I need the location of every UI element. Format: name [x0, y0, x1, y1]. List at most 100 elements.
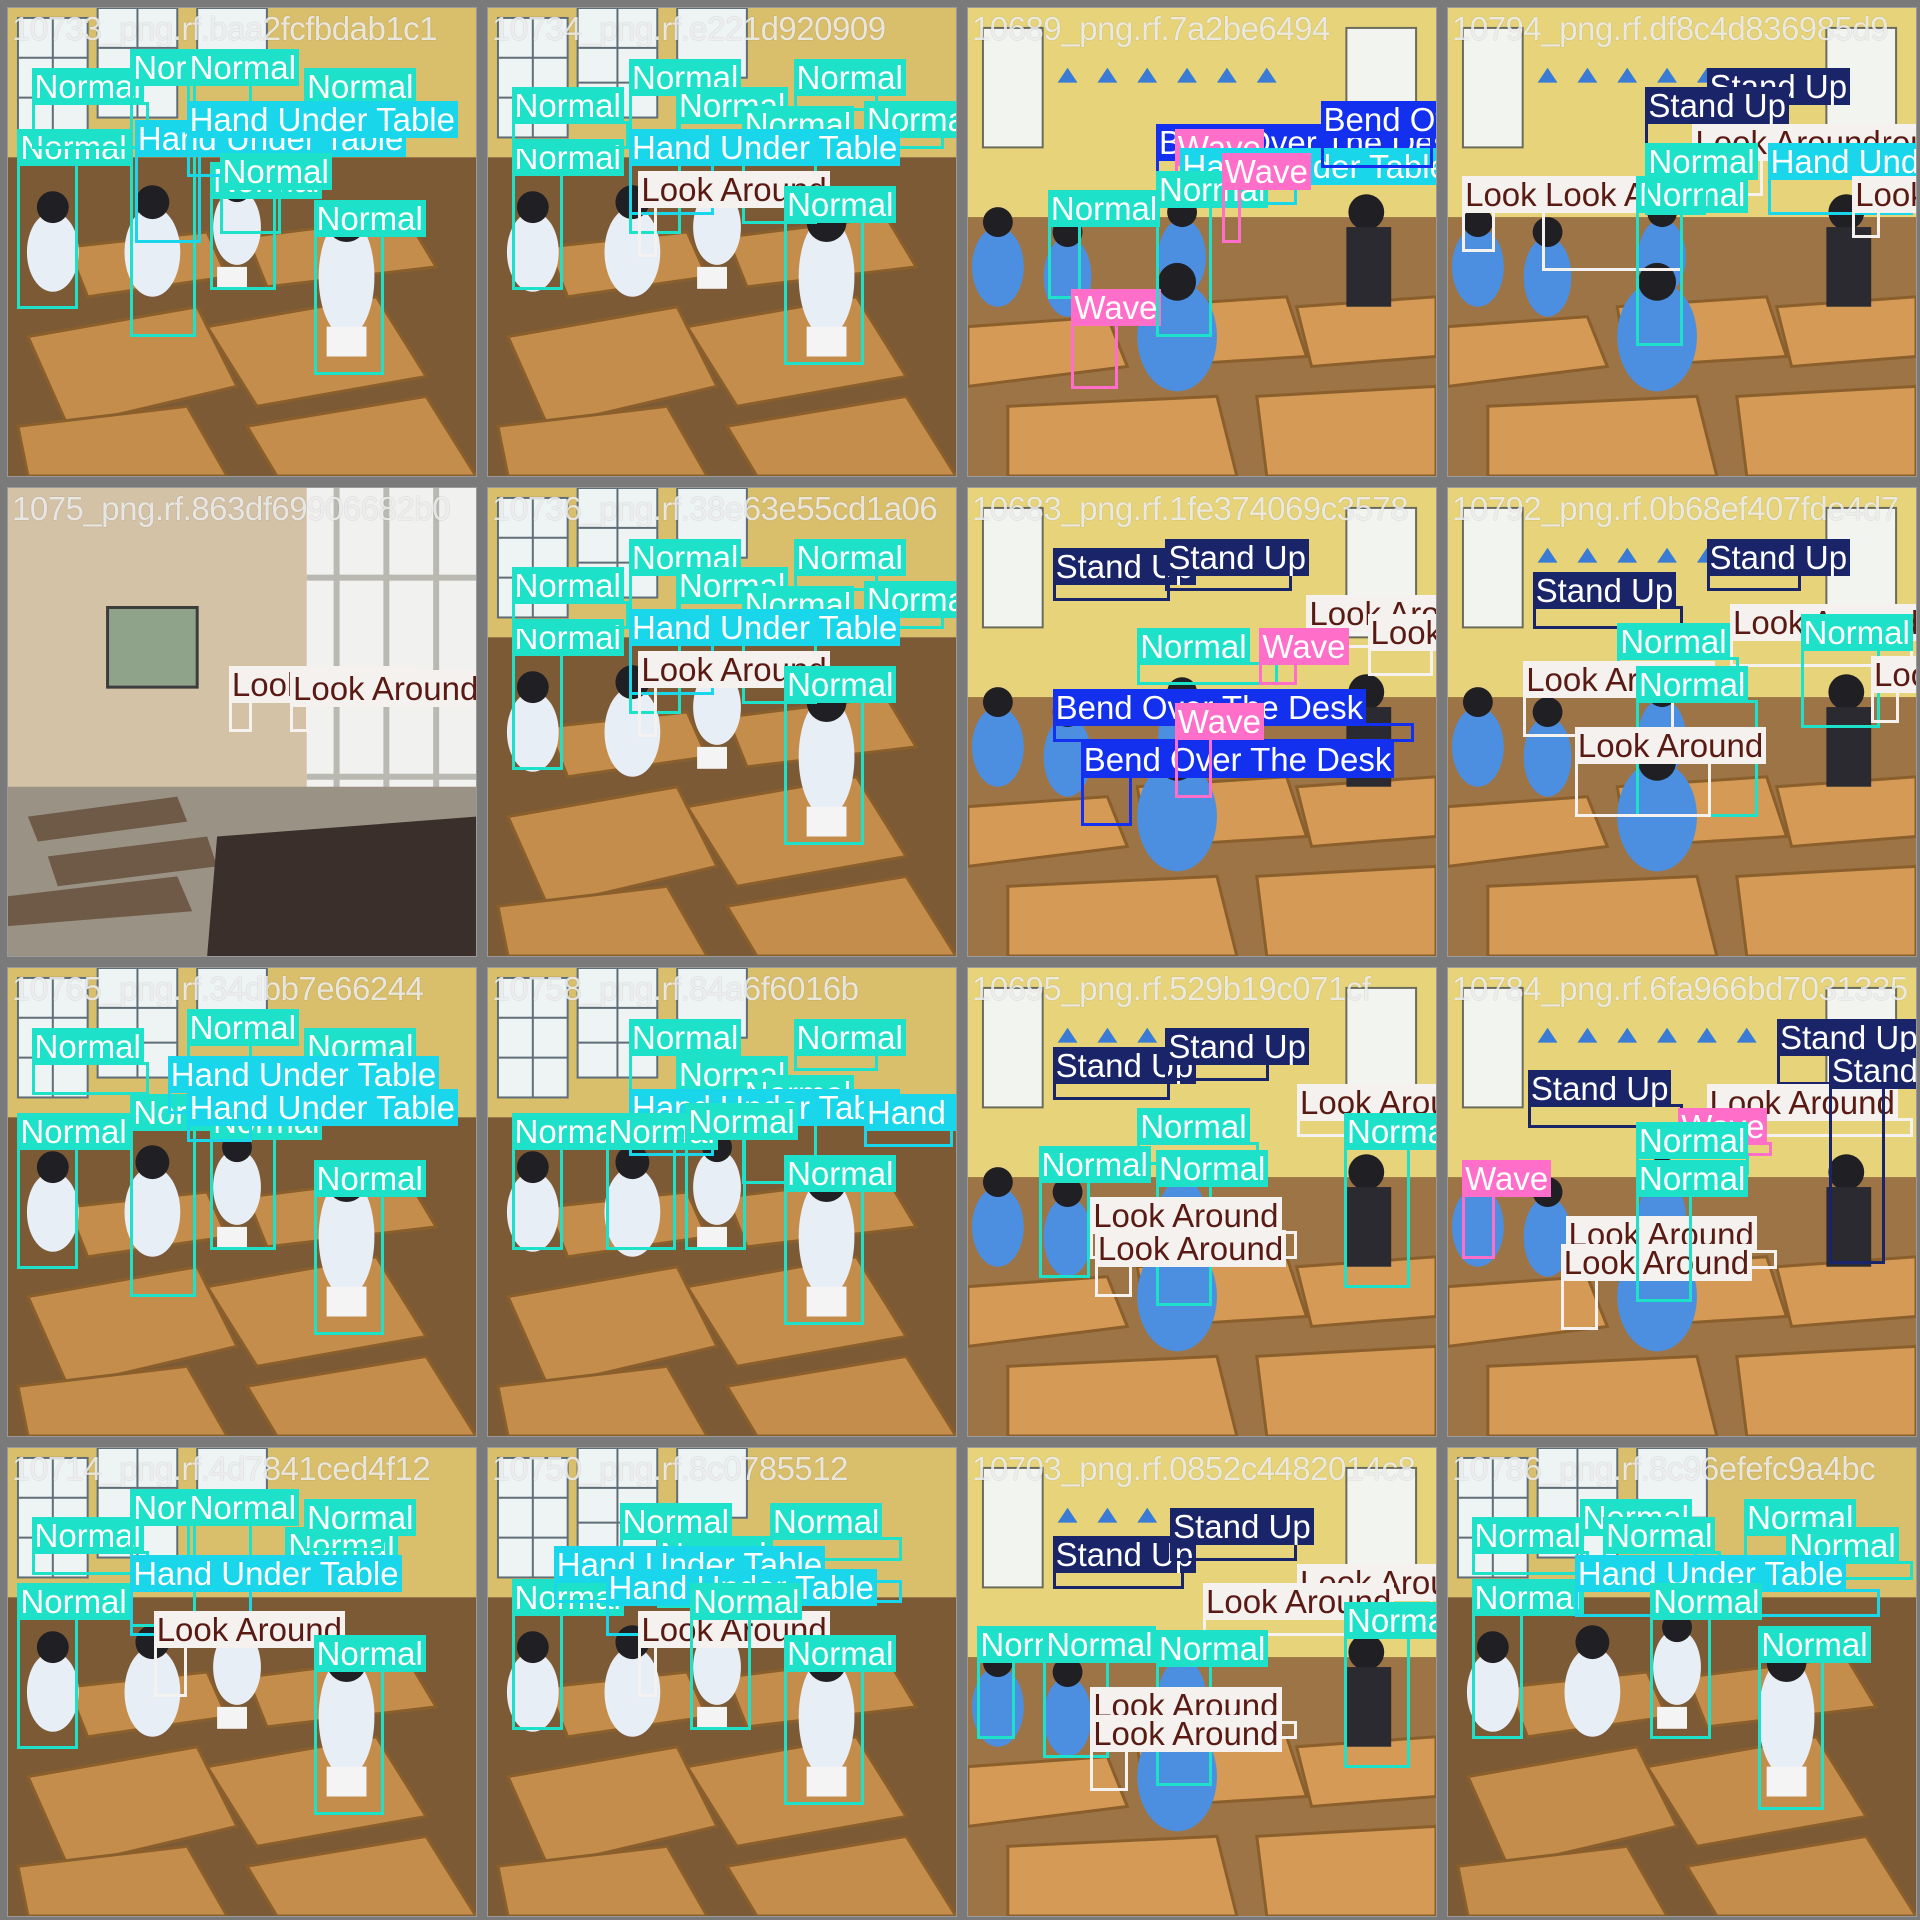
detection-box: Look Around [638, 651, 830, 738]
detection-box: Wave [1071, 288, 1161, 389]
detection-box: Hand Under Table [864, 1093, 956, 1147]
detection-box: Look Around [290, 670, 476, 733]
detection-label: Normal [685, 1103, 798, 1141]
detection-box: Look Around [1852, 176, 1916, 239]
detection-label: Look Around [638, 171, 830, 209]
tile-9: NormalNormalNormalNormalNormalNormalHand… [7, 967, 477, 1437]
detection-box: Normal [186, 1489, 299, 1571]
tile-2: Normal Normal Normal Normal Normal Normal Norm… [487, 7, 957, 477]
tile-filename: 10734_png.rf.e221d920909 [492, 10, 886, 47]
detection-box: Normal [511, 566, 629, 629]
detection-box: Normal [511, 138, 624, 290]
detection-label: Bend Over The Desk [1320, 100, 1436, 138]
detection-label: Normal [186, 1489, 299, 1527]
detection-box: Normal [784, 185, 897, 366]
detection-box: Normal [31, 68, 149, 149]
detection-label: Hand Under Table [186, 1089, 458, 1127]
detection-label: Normal [31, 68, 144, 105]
detection-box: Normal [977, 1625, 1090, 1740]
detection-box: Normal [784, 1634, 897, 1806]
detection-label: Stand Up [1165, 1028, 1309, 1065]
detection-label: Normal [304, 68, 417, 105]
detection-label: Normal [629, 58, 742, 96]
detection-label: Normal [511, 138, 624, 176]
detection-box: Normal [313, 1634, 426, 1815]
detection-box: Look Around [1871, 656, 1916, 723]
detection-box: Normal [1047, 190, 1161, 300]
detection-box: Stand Up [1645, 86, 1789, 149]
tile-filename: 10683_png.rf.1fe374069c3578 [972, 490, 1409, 527]
tile-filename: 10750_png.rf.8c0785512 [492, 1450, 849, 1487]
detection-box: Look Around [1367, 613, 1436, 676]
detection-label: Normal [784, 1154, 897, 1192]
detection-label: Look Around [1560, 1244, 1753, 1282]
detection-label: Normal [1758, 1625, 1871, 1663]
detection-box: Stand Up [1527, 1070, 1683, 1128]
detection-label: Hand Under Table [864, 1093, 956, 1131]
detection-box: Normal [313, 199, 426, 375]
detection-box: Normal [511, 1112, 624, 1250]
detection-label: Normal [1038, 1145, 1151, 1183]
detection-box: Normal [1344, 1602, 1436, 1768]
tile-filename: 10695_png.rf.529b19c071cf [972, 970, 1371, 1007]
detection-box: Stand Up [1828, 1051, 1916, 1265]
tile-filename: 10784_png.rf.6fa966bd7031335 [1452, 970, 1908, 1007]
detection-label: Normal [1344, 1112, 1436, 1150]
detection-label: Hand Under Table [629, 129, 901, 167]
detection-box: Normal [629, 1018, 742, 1109]
detection-box: Stand Up [1706, 538, 1851, 592]
detection-label: Normal [770, 1503, 883, 1541]
detection-box: Normal [793, 58, 906, 112]
detection-label: Normal [1636, 1122, 1749, 1159]
detection-box: Look Around [1094, 1230, 1287, 1297]
detection-label: Normal [793, 1018, 906, 1056]
detection-box: Normal [31, 1517, 149, 1575]
detection-label: Look Around [1574, 726, 1767, 764]
detection-label: Normal [1636, 665, 1749, 703]
detection-label: Normal [17, 1112, 130, 1150]
detection-label: Normal [511, 618, 624, 656]
detection-box: Wave [1462, 1159, 1552, 1260]
detection-box: Normal [1645, 143, 1758, 215]
detection-box: Normal [1038, 1145, 1151, 1279]
detection-box: Normal [1471, 1517, 1589, 1575]
detection-box: Hand Under Table [167, 1056, 440, 1114]
detection-label: Look Around [1367, 613, 1436, 651]
detection-label: Normal [511, 1112, 624, 1150]
detection-label: Stand Up [1052, 1046, 1197, 1084]
detection-box: Normal [511, 86, 629, 149]
detection-box: Normal [784, 1154, 897, 1326]
detection-label: Normal [1344, 1602, 1436, 1639]
tile-filename: 10689_png.rf.7a2be6494 [972, 10, 1330, 47]
detection-label: Normal [313, 199, 426, 237]
detection-label: Normal [1603, 1517, 1716, 1555]
detection-label: Stand Up [1777, 1018, 1916, 1056]
detection-box: Normal [1043, 1625, 1156, 1759]
detection-box: Normal [793, 538, 906, 592]
detection-box: Bend Over The Desk [1320, 100, 1436, 168]
detection-box: Normal [17, 129, 130, 309]
detection-label: Normal [1636, 176, 1749, 214]
tile-filename: 10786_png.rf.8c96efefc9a4bc [1452, 1450, 1876, 1487]
detection-label: Normal [864, 580, 956, 618]
detection-label: Normal [1137, 1107, 1250, 1145]
detection-box: Normal [1156, 171, 1269, 337]
detection-label: Normal [1800, 613, 1913, 651]
detection-label: Bend Over The Desk [1080, 740, 1395, 778]
detection-label: Normal [629, 1018, 742, 1056]
detection-label: Wave [1174, 129, 1264, 167]
detection-label: Stand Up [1532, 571, 1677, 609]
detection-label: Hand Under Table [167, 1056, 440, 1094]
detection-label: Normal [313, 1634, 426, 1672]
detection-box: Normal [605, 1112, 718, 1250]
detection-box: Normal [1471, 1578, 1584, 1740]
detection-label: Normal [186, 1009, 299, 1047]
detection-box: Normal [1758, 1625, 1871, 1810]
tile-filename: 10792_png.rf.0b68ef407fde4d7 [1452, 490, 1899, 527]
detection-box: Look Around [1462, 176, 1654, 253]
detection-box: Look Around [1574, 726, 1767, 817]
tile-16: NormalNormalNormalNormalNormalNormalHand… [1447, 1447, 1917, 1917]
detection-label: Normal [1156, 1630, 1269, 1668]
